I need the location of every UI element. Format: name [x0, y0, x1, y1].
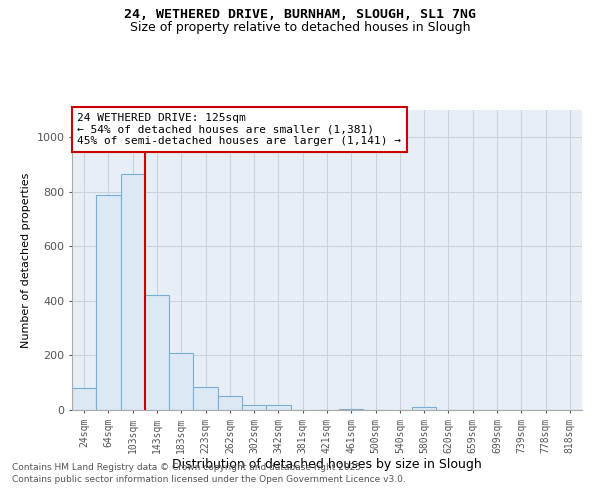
Text: Contains HM Land Registry data © Crown copyright and database right 2025.: Contains HM Land Registry data © Crown c… — [12, 464, 364, 472]
Bar — [266, 404, 290, 410]
Bar — [96, 194, 121, 410]
Bar — [339, 408, 364, 410]
Bar — [145, 296, 169, 410]
Text: 24, WETHERED DRIVE, BURNHAM, SLOUGH, SL1 7NG: 24, WETHERED DRIVE, BURNHAM, SLOUGH, SL1… — [124, 8, 476, 20]
Text: 24 WETHERED DRIVE: 125sqm
← 54% of detached houses are smaller (1,381)
45% of se: 24 WETHERED DRIVE: 125sqm ← 54% of detac… — [77, 113, 401, 146]
Bar — [193, 387, 218, 410]
Bar — [121, 174, 145, 410]
Text: Contains public sector information licensed under the Open Government Licence v3: Contains public sector information licen… — [12, 475, 406, 484]
Text: Size of property relative to detached houses in Slough: Size of property relative to detached ho… — [130, 21, 470, 34]
Bar — [72, 388, 96, 410]
Bar — [242, 404, 266, 410]
Bar — [169, 352, 193, 410]
X-axis label: Distribution of detached houses by size in Slough: Distribution of detached houses by size … — [172, 458, 482, 471]
Y-axis label: Number of detached properties: Number of detached properties — [21, 172, 31, 348]
Bar — [218, 396, 242, 410]
Bar — [412, 408, 436, 410]
